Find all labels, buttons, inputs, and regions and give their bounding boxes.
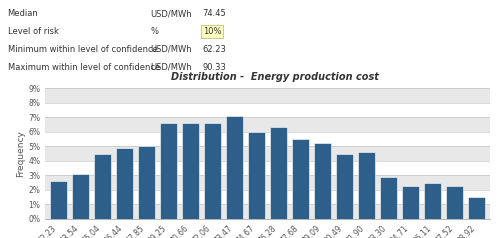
Bar — [45, 132, 490, 146]
Text: 10%: 10% — [202, 27, 221, 36]
Bar — [402, 185, 419, 219]
Bar — [116, 148, 133, 219]
Bar — [94, 154, 111, 219]
Text: 74.45: 74.45 — [202, 9, 226, 18]
Text: Median: Median — [8, 9, 38, 18]
Y-axis label: Frequency: Frequency — [16, 130, 26, 177]
Bar — [182, 123, 199, 219]
Text: USD/MWh: USD/MWh — [150, 63, 192, 72]
Text: USD/MWh: USD/MWh — [150, 9, 192, 18]
Bar — [204, 123, 221, 219]
Bar — [226, 116, 243, 219]
Bar — [380, 177, 398, 219]
Bar — [292, 139, 309, 219]
Bar — [45, 117, 490, 132]
Text: USD/MWh: USD/MWh — [150, 45, 192, 54]
Bar — [45, 146, 490, 161]
Text: Level of risk: Level of risk — [8, 27, 59, 36]
Bar — [336, 154, 353, 219]
Bar — [45, 161, 490, 175]
Bar — [45, 204, 490, 219]
Bar — [468, 197, 485, 219]
Text: 62.23: 62.23 — [202, 45, 226, 54]
Text: Distribution -  Energy production cost: Distribution - Energy production cost — [171, 72, 379, 82]
Bar — [314, 143, 331, 219]
Bar — [424, 183, 442, 219]
Bar — [358, 152, 375, 219]
Bar — [45, 175, 490, 190]
Bar — [270, 127, 287, 219]
Bar — [45, 103, 490, 117]
Bar — [72, 174, 89, 219]
Bar — [45, 190, 490, 204]
Bar — [446, 185, 464, 219]
Text: Minimum within level of confidence: Minimum within level of confidence — [8, 45, 158, 54]
Bar — [138, 146, 155, 219]
Bar — [248, 132, 265, 219]
Text: 90.33: 90.33 — [202, 63, 226, 72]
Text: Maximum within level of confidence: Maximum within level of confidence — [8, 63, 160, 72]
Bar — [45, 88, 490, 103]
Bar — [50, 181, 67, 219]
Bar — [160, 123, 177, 219]
Text: %: % — [150, 27, 158, 36]
